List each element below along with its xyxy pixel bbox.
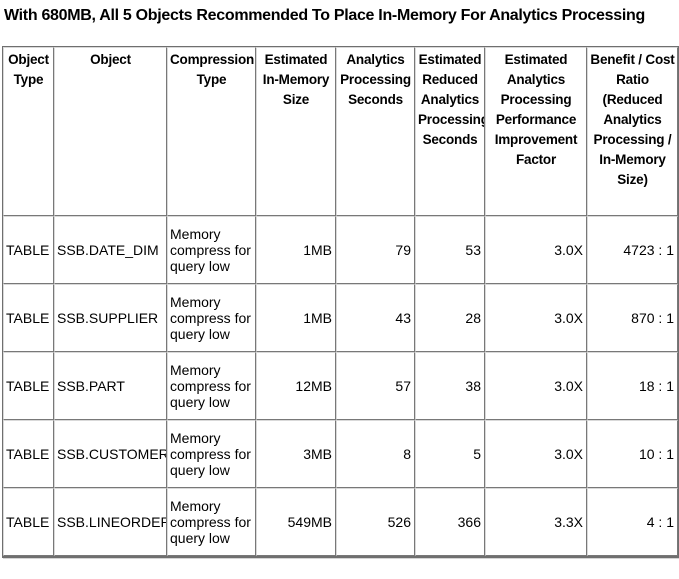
- cell-benefit-cost-ratio: 4723 : 1: [587, 216, 678, 284]
- column-header-estimated-in-memory-size: Estimated In-Memory Size: [256, 47, 336, 216]
- cell-compression-type: Memory compress for query low: [167, 420, 256, 488]
- cell-object: SSB.DATE_DIM: [54, 216, 167, 284]
- cell-processing-seconds: 526: [336, 488, 415, 556]
- cell-object: SSB.SUPPLIER: [54, 284, 167, 352]
- cell-in-memory-size: 3MB: [256, 420, 336, 488]
- table-body: TABLE SSB.DATE_DIM Memory compress for q…: [3, 216, 678, 556]
- cell-benefit-cost-ratio: 18 : 1: [587, 352, 678, 420]
- cell-object-type: TABLE: [3, 420, 54, 488]
- cell-object: SSB.CUSTOMER: [54, 420, 167, 488]
- cell-reduced-seconds: 53: [415, 216, 485, 284]
- cell-compression-type: Memory compress for query low: [167, 488, 256, 556]
- cell-improvement-factor: 3.0X: [485, 284, 587, 352]
- column-header-object-type: Object Type: [3, 47, 54, 216]
- cell-compression-type: Memory compress for query low: [167, 216, 256, 284]
- cell-in-memory-size: 1MB: [256, 284, 336, 352]
- cell-object-type: TABLE: [3, 352, 54, 420]
- table-row: TABLE SSB.LINEORDER Memory compress for …: [3, 488, 678, 556]
- header-row: Object Type Object Compression Type Esti…: [3, 47, 678, 216]
- column-header-benefit-cost-ratio: Benefit / Cost Ratio (Reduced Analytics …: [587, 47, 678, 216]
- cell-processing-seconds: 43: [336, 284, 415, 352]
- cell-reduced-seconds: 5: [415, 420, 485, 488]
- recommendations-table: Object Type Object Compression Type Esti…: [2, 46, 679, 558]
- cell-benefit-cost-ratio: 870 : 1: [587, 284, 678, 352]
- cell-in-memory-size: 12MB: [256, 352, 336, 420]
- cell-processing-seconds: 8: [336, 420, 415, 488]
- cell-benefit-cost-ratio: 4 : 1: [587, 488, 678, 556]
- cell-object-type: TABLE: [3, 216, 54, 284]
- cell-compression-type: Memory compress for query low: [167, 352, 256, 420]
- cell-processing-seconds: 79: [336, 216, 415, 284]
- table-row: TABLE SSB.SUPPLIER Memory compress for q…: [3, 284, 678, 352]
- column-header-improvement-factor: Estimated Analytics Processing Performan…: [485, 47, 587, 216]
- column-header-compression-type: Compression Type: [167, 47, 256, 216]
- cell-benefit-cost-ratio: 10 : 1: [587, 420, 678, 488]
- cell-compression-type: Memory compress for query low: [167, 284, 256, 352]
- cell-reduced-seconds: 366: [415, 488, 485, 556]
- column-header-object: Object: [54, 47, 167, 216]
- cell-improvement-factor: 3.0X: [485, 216, 587, 284]
- cell-processing-seconds: 57: [336, 352, 415, 420]
- cell-improvement-factor: 3.0X: [485, 420, 587, 488]
- table-row: TABLE SSB.DATE_DIM Memory compress for q…: [3, 216, 678, 284]
- cell-improvement-factor: 3.3X: [485, 488, 587, 556]
- cell-improvement-factor: 3.0X: [485, 352, 587, 420]
- column-header-estimated-reduced-analytics-processing-seconds: Estimated Reduced Analytics Processing S…: [415, 47, 485, 216]
- cell-object: SSB.LINEORDER: [54, 488, 167, 556]
- cell-object: SSB.PART: [54, 352, 167, 420]
- cell-object-type: TABLE: [3, 284, 54, 352]
- cell-object-type: TABLE: [3, 488, 54, 556]
- cell-reduced-seconds: 28: [415, 284, 485, 352]
- column-header-analytics-processing-seconds: Analytics Processing Seconds: [336, 47, 415, 216]
- cell-in-memory-size: 1MB: [256, 216, 336, 284]
- table-row: TABLE SSB.CUSTOMER Memory compress for q…: [3, 420, 678, 488]
- table-header: Object Type Object Compression Type Esti…: [3, 47, 678, 216]
- cell-in-memory-size: 549MB: [256, 488, 336, 556]
- table-row: TABLE SSB.PART Memory compress for query…: [3, 352, 678, 420]
- report-title: With 680MB, All 5 Objects Recommended To…: [4, 7, 645, 24]
- cell-reduced-seconds: 38: [415, 352, 485, 420]
